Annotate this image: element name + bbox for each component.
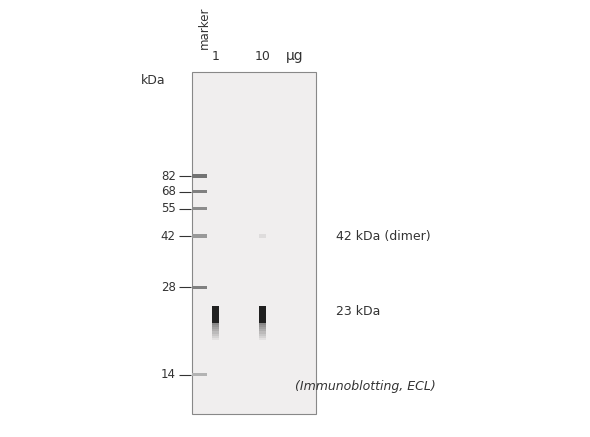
Bar [259,306,266,323]
Text: μg: μg [286,49,304,63]
Text: 23 kDa: 23 kDa [336,305,381,318]
Bar [212,333,219,336]
Bar [259,329,266,332]
Text: 1: 1 [211,50,219,63]
Bar [259,336,266,338]
Bar [212,325,219,327]
Bar [212,336,219,338]
Bar [192,190,206,193]
Bar [259,332,266,333]
Bar [212,332,219,333]
Bar [192,207,206,210]
Text: (Immunoblotting, ECL): (Immunoblotting, ECL) [296,380,436,393]
Text: 14: 14 [161,368,176,381]
Bar [259,338,266,340]
Bar [192,234,206,238]
Text: 82: 82 [161,170,176,183]
Text: 68: 68 [161,185,176,198]
Text: 55: 55 [161,202,176,215]
Text: marker: marker [198,6,211,49]
Bar [192,72,316,414]
Bar [212,327,219,329]
Bar [259,327,266,329]
Bar [259,325,266,327]
Text: kDa: kDa [140,74,165,87]
Bar [212,306,219,323]
Text: 10: 10 [255,50,270,63]
Bar [212,338,219,340]
Text: 42: 42 [161,229,176,243]
Bar [192,174,206,178]
Bar [259,234,266,238]
Bar [212,323,219,325]
Bar [259,323,266,325]
Bar [192,286,206,289]
Bar [192,373,206,376]
Bar [212,329,219,332]
Bar [259,333,266,336]
Text: 42 kDa (dimer): 42 kDa (dimer) [336,229,431,243]
Text: 28: 28 [161,281,176,294]
